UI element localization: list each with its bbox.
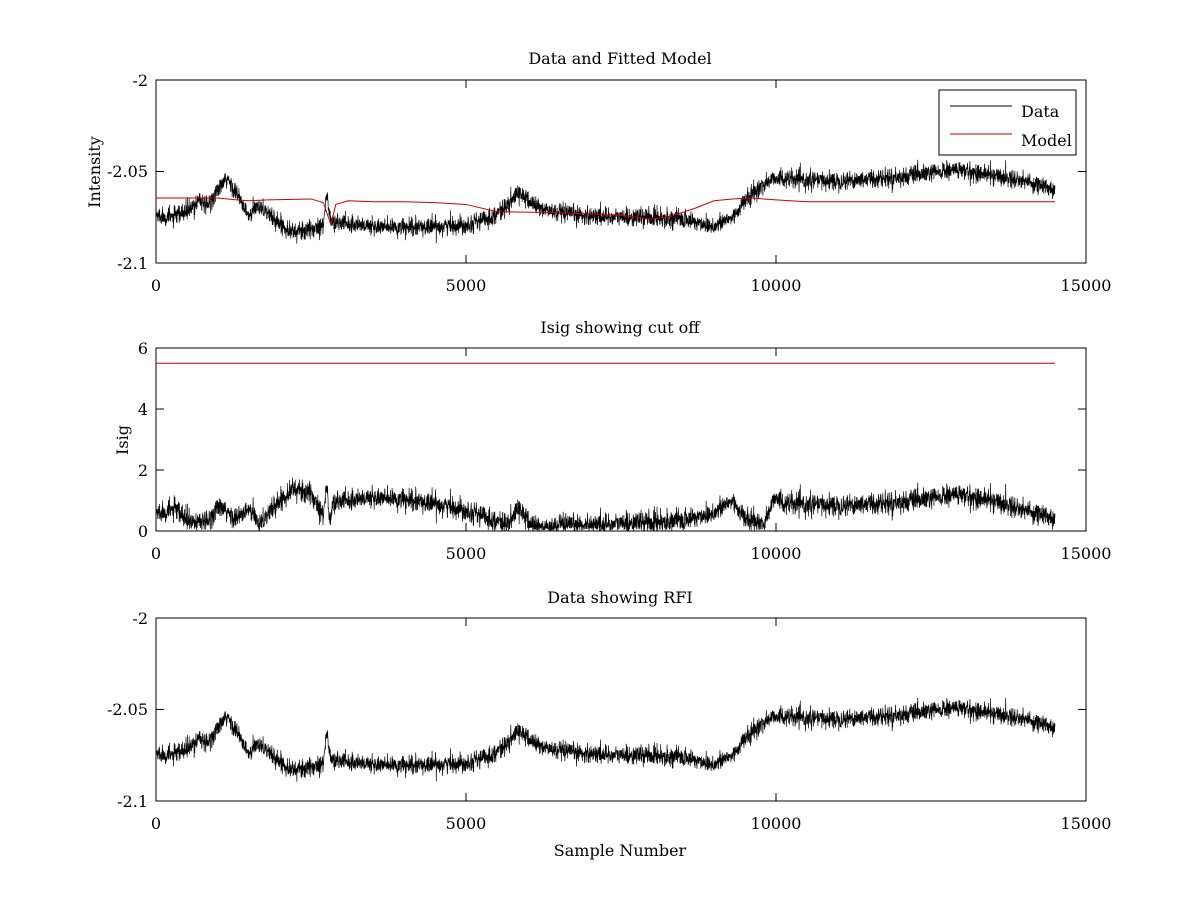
x-tick-label: 0 <box>151 544 161 563</box>
legend-label-model: Model <box>1021 131 1072 150</box>
legend-label-data: Data <box>1021 102 1060 121</box>
panel-title: Isig showing cut off <box>540 318 701 337</box>
panel-data-and-model: Data and Fitted Model 0 5000 10000 15000… <box>85 49 1111 295</box>
y-tick-label: 6 <box>138 339 148 358</box>
x-ticks: 0 5000 10000 15000 <box>151 544 1112 563</box>
x-tick-label: 15000 <box>1061 544 1112 563</box>
y-tick-label: 0 <box>138 522 148 541</box>
x-tick-label: 10000 <box>751 276 802 295</box>
data-series-line <box>155 159 1056 244</box>
y-ticks: 6 4 2 0 <box>138 339 148 541</box>
y-tick-label: 4 <box>138 400 148 419</box>
model-series-line <box>156 197 1055 227</box>
panel-data-rfi: Data showing RFI 0 5000 10000 15000 -2 -… <box>107 588 1111 860</box>
x-tick-label: 0 <box>151 814 161 833</box>
x-tick-label: 5000 <box>446 814 487 833</box>
plot-lines <box>155 697 1056 782</box>
y-tick-label: 2 <box>138 461 148 480</box>
y-tick-label: -2 <box>132 609 148 628</box>
y-ticks: -2 -2.05 -2.1 <box>107 609 148 811</box>
x-ticks: 0 5000 10000 15000 <box>151 814 1112 833</box>
tick-marks <box>155 347 1087 532</box>
x-tick-label: 5000 <box>446 276 487 295</box>
y-tick-label: -2.05 <box>107 162 148 181</box>
panel-isig: Isig showing cut off 0 5000 10000 15000 … <box>113 318 1111 563</box>
panel-title: Data showing RFI <box>547 588 692 607</box>
plot-lines <box>155 362 1056 533</box>
y-tick-label: -2 <box>132 71 148 90</box>
x-tick-label: 0 <box>151 276 161 295</box>
tick-marks <box>155 617 1087 802</box>
y-axis-label: Isig <box>113 425 132 455</box>
legend: Data Model <box>938 89 1077 156</box>
legend-box <box>938 89 1077 156</box>
y-tick-label: -2.05 <box>107 700 148 719</box>
x-tick-label: 10000 <box>751 814 802 833</box>
y-tick-label: -2.1 <box>117 254 148 273</box>
y-tick-label: -2.1 <box>117 792 148 811</box>
tick-marks <box>155 79 1087 264</box>
y-ticks: -2 -2.05 -2.1 <box>107 71 148 273</box>
signal-series-line <box>155 697 1056 782</box>
x-ticks: 0 5000 10000 15000 <box>151 276 1112 295</box>
panel-title: Data and Fitted Model <box>528 49 711 68</box>
x-tick-label: 15000 <box>1061 814 1112 833</box>
x-tick-label: 15000 <box>1061 276 1112 295</box>
x-axis-label: Sample Number <box>554 841 687 860</box>
y-axis-label: Intensity <box>85 136 104 208</box>
x-tick-label: 5000 <box>446 544 487 563</box>
x-tick-label: 10000 <box>751 544 802 563</box>
signal-series-line <box>155 477 1056 533</box>
plot-lines <box>155 159 1056 244</box>
axes-frame <box>155 347 1087 532</box>
